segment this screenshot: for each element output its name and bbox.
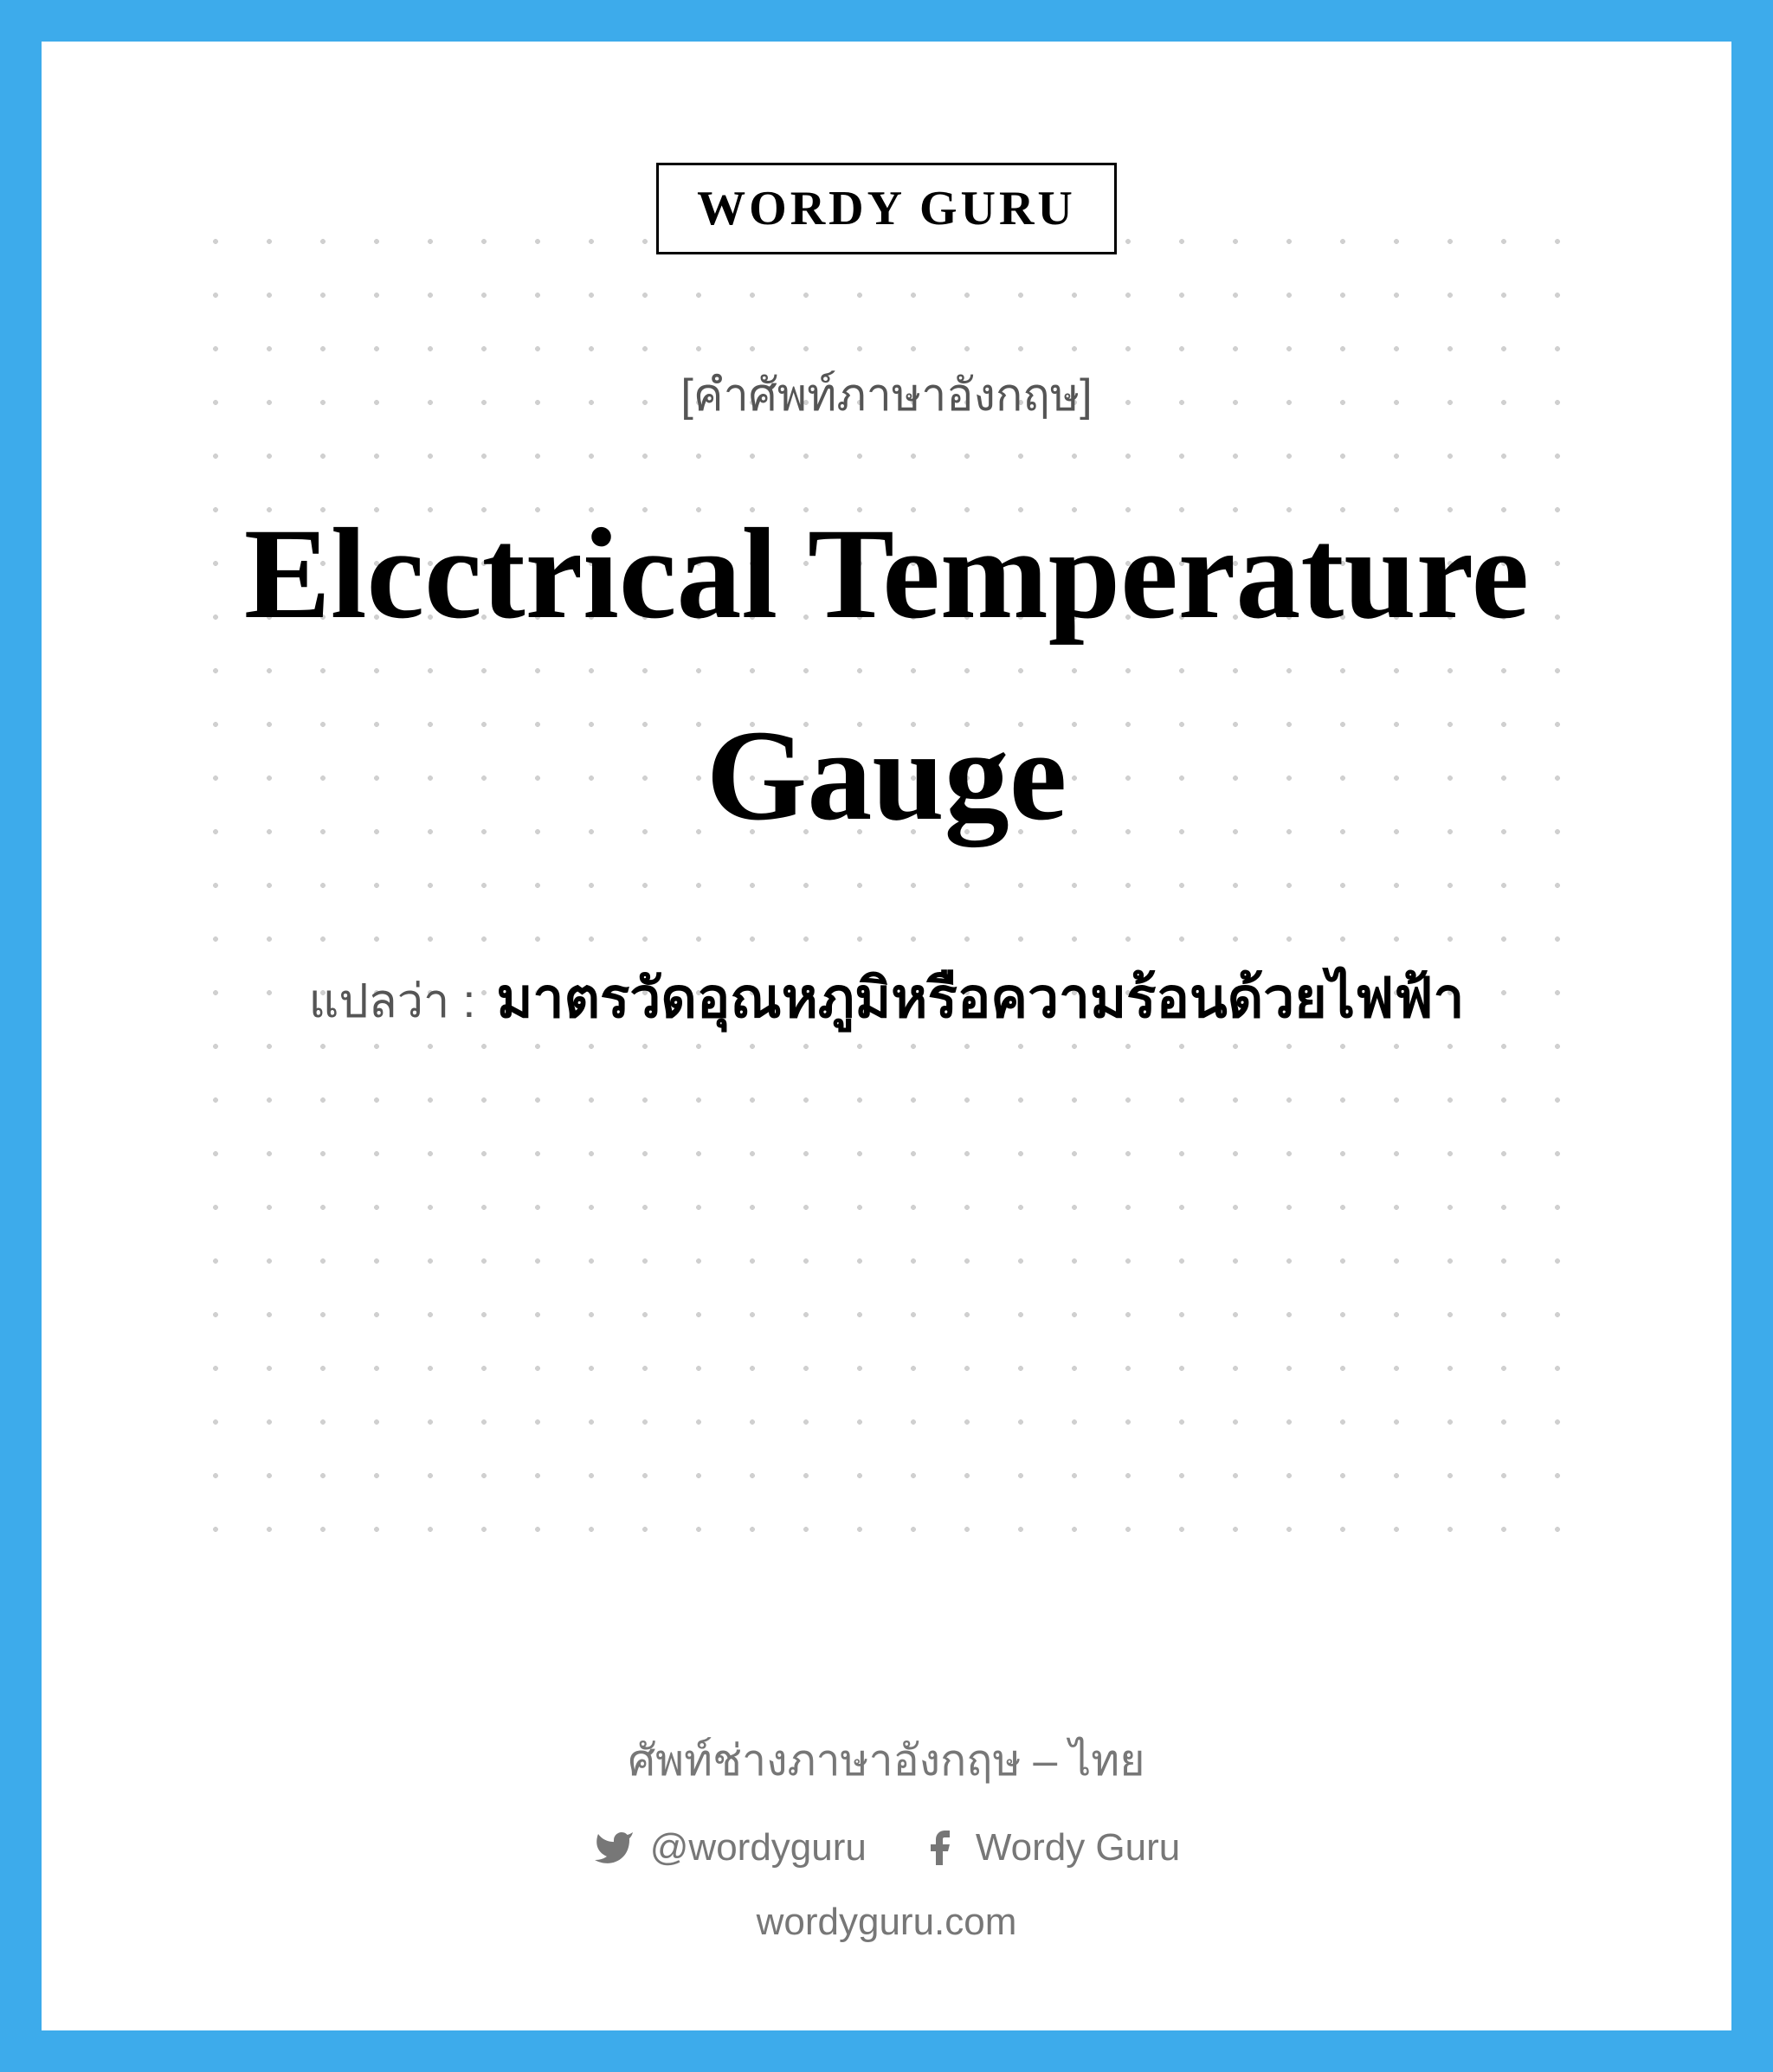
card: WORDY GURU [คำศัพท์ภาษาอังกฤษ] Elcctrica…: [42, 42, 1731, 2030]
translation-row: แปลว่า : มาตรวัดอุณหภูมิหรือความร้อนด้วย…: [309, 954, 1465, 1042]
logo-box: WORDY GURU: [656, 163, 1117, 254]
footer-title: ศัพท์ช่างภาษาอังกฤษ – ไทย: [628, 1727, 1144, 1795]
facebook-link[interactable]: Wordy Guru: [919, 1826, 1180, 1869]
website: wordyguru.com: [757, 1901, 1017, 1944]
social-row: @wordyguru Wordy Guru: [593, 1826, 1180, 1869]
logo-text: WORDY GURU: [697, 181, 1076, 236]
translate-label: แปลว่า :: [309, 963, 476, 1038]
footer: ศัพท์ช่างภาษาอังกฤษ – ไทย @wordyguru Wor…: [42, 1727, 1731, 1944]
facebook-icon: [919, 1827, 960, 1869]
main-term: Elcctrical Temperature Gauge: [145, 473, 1628, 876]
facebook-name: Wordy Guru: [976, 1826, 1180, 1869]
translate-value: มาตรวัดอุณหภูมิหรือความร้อนด้วยไฟฟ้า: [496, 954, 1464, 1042]
twitter-icon: [593, 1827, 635, 1869]
twitter-handle: @wordyguru: [650, 1826, 867, 1869]
category-label: [คำศัพท์ภาษาอังกฤษ]: [680, 358, 1092, 430]
twitter-link[interactable]: @wordyguru: [593, 1826, 867, 1869]
